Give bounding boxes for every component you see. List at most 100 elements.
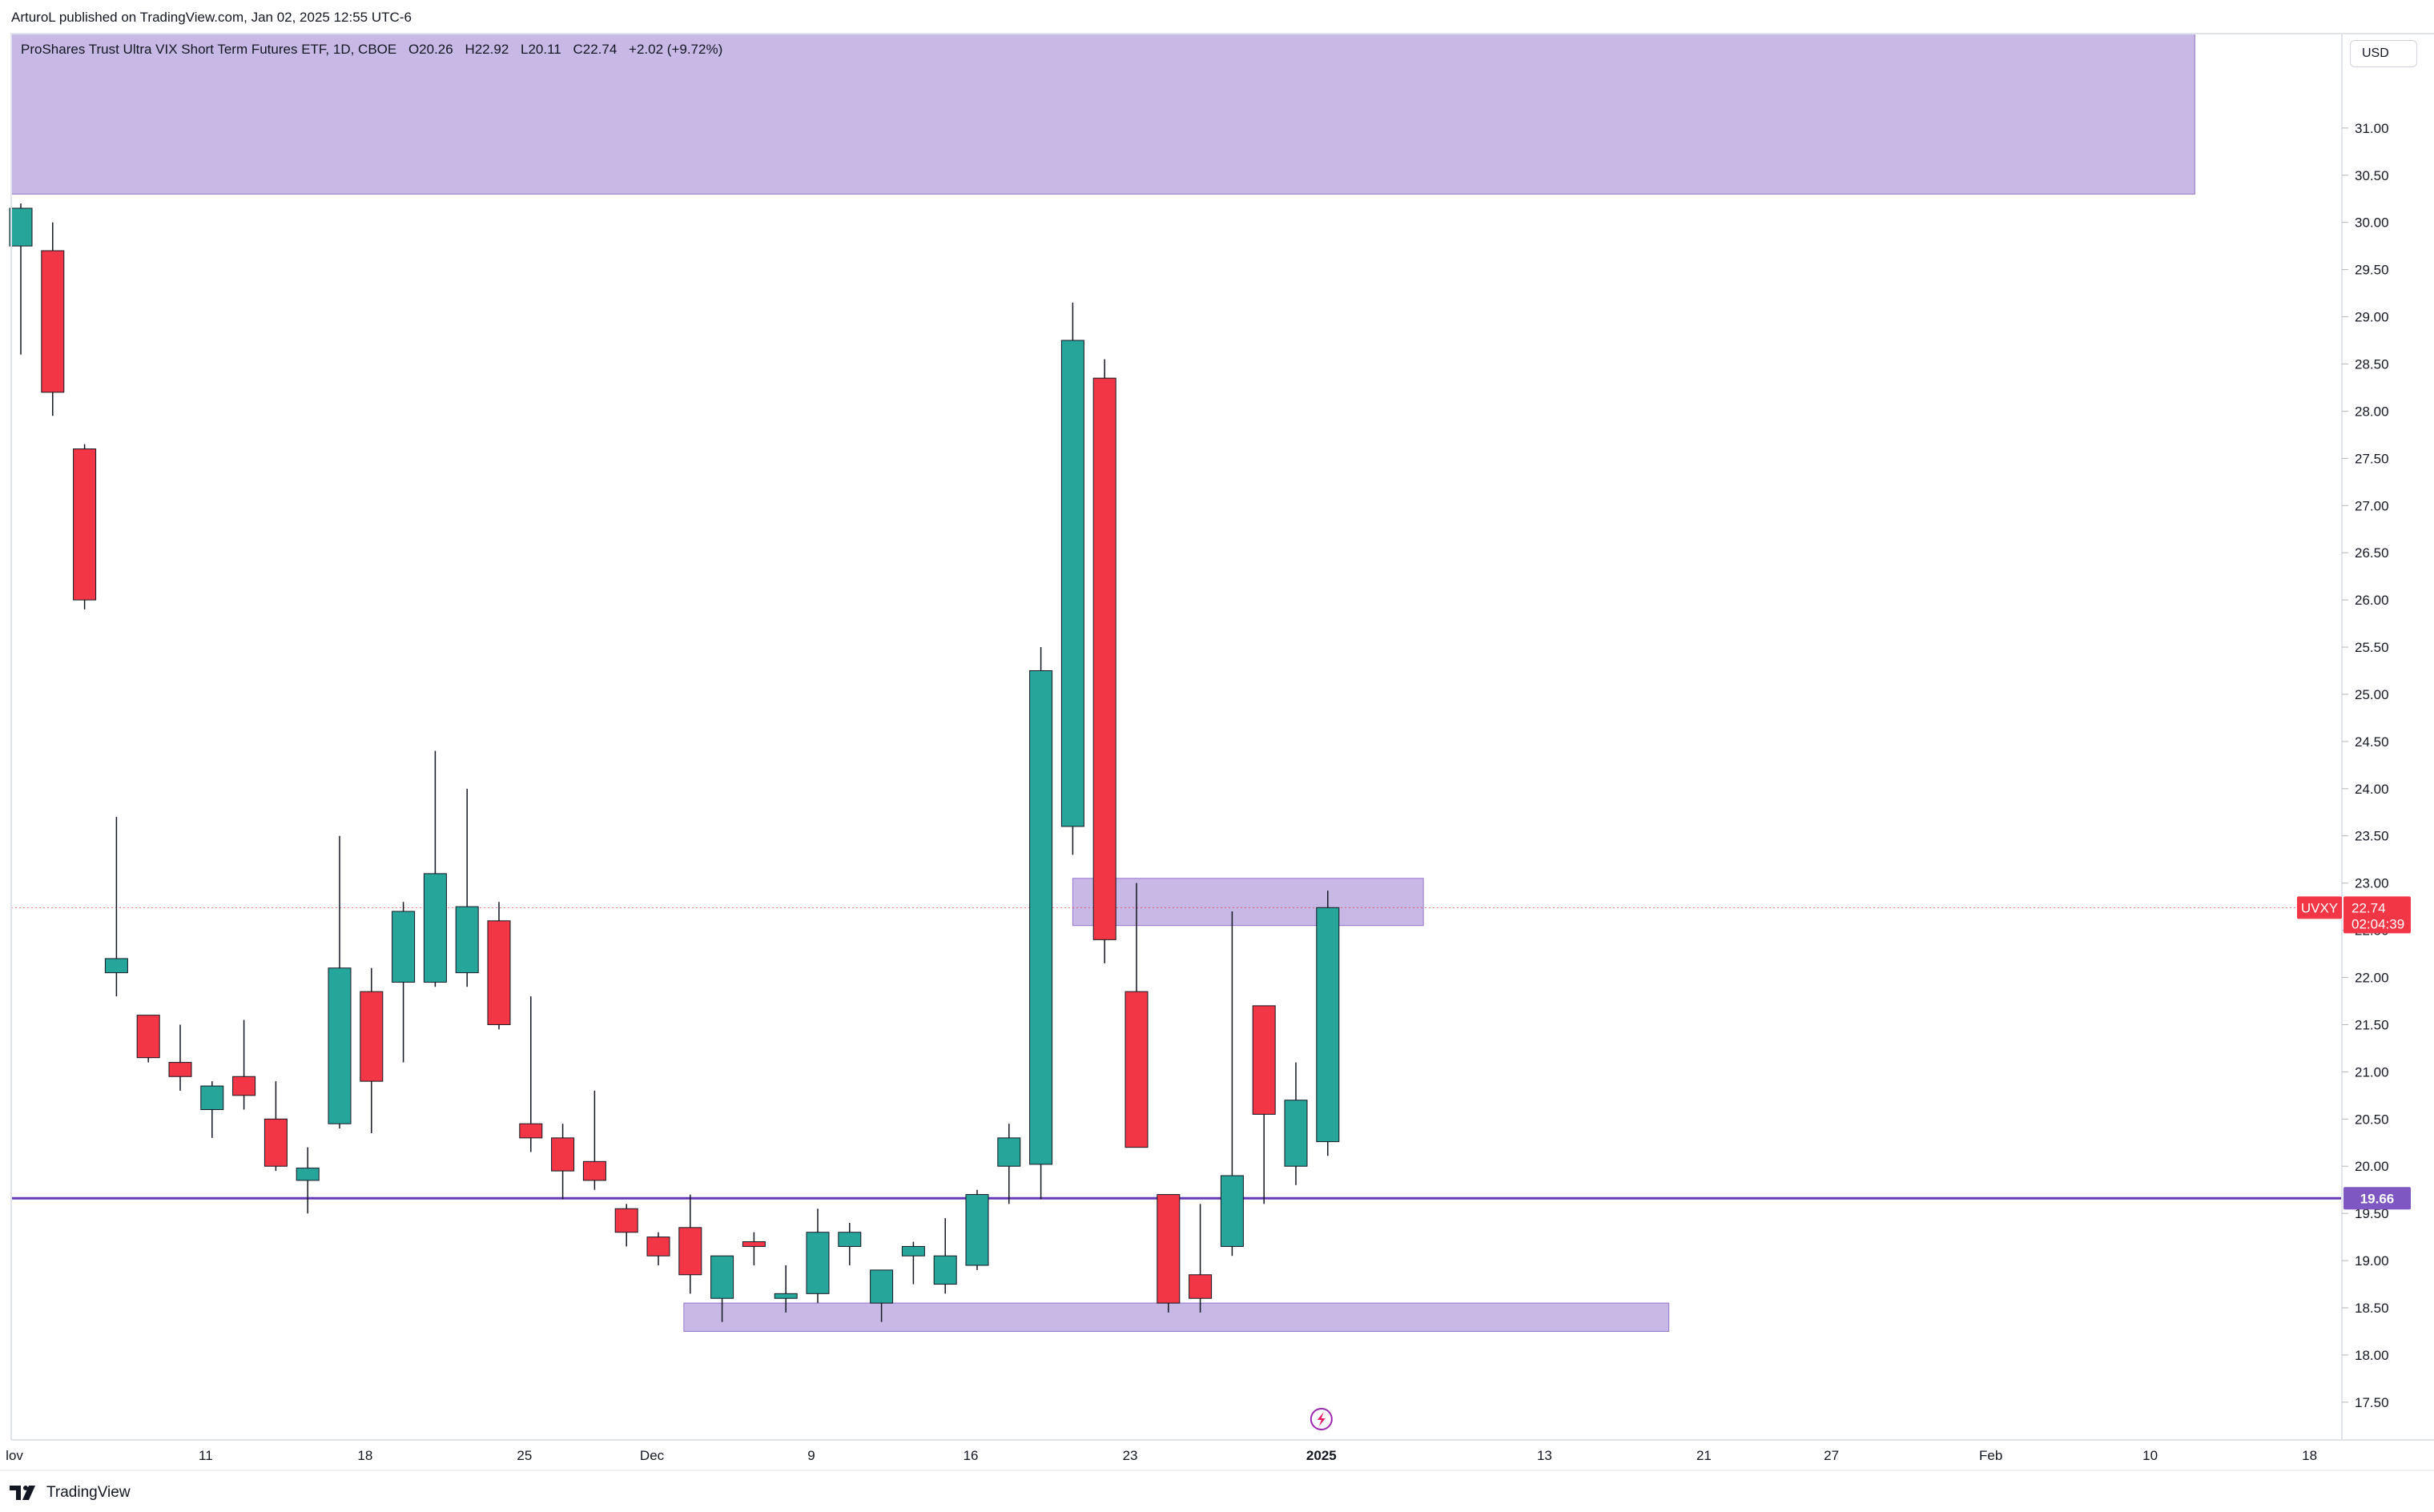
- candle-body: [614, 1208, 638, 1233]
- candle-24[interactable]: [774, 1265, 798, 1313]
- candle-19[interactable]: [614, 1204, 638, 1247]
- candle-40[interactable]: [1284, 1062, 1308, 1185]
- candle-5[interactable]: [168, 1024, 192, 1091]
- tradingview-logo-icon: [10, 1486, 35, 1500]
- candle-17[interactable]: [551, 1124, 575, 1200]
- x-tick-label: 11: [199, 1448, 213, 1463]
- candle-body: [997, 1137, 1021, 1167]
- candle-3[interactable]: [104, 817, 128, 997]
- zones-layer: [10, 33, 2195, 1332]
- candle-7[interactable]: [232, 1019, 256, 1110]
- candle-body: [104, 958, 128, 974]
- candle-body: [423, 873, 447, 983]
- x-tick-label: Dec: [640, 1448, 665, 1463]
- events-layer[interactable]: [1310, 1408, 1333, 1430]
- candle-body: [9, 207, 33, 247]
- candle-body: [41, 250, 65, 393]
- legend-close: C22.74: [573, 42, 618, 57]
- candle-body: [901, 1245, 925, 1257]
- footer-brand: TradingView: [10, 1482, 131, 1504]
- y-tick-label: 24.50: [2355, 734, 2389, 750]
- candle-2[interactable]: [73, 444, 97, 609]
- y-tick-label: 28.50: [2355, 356, 2389, 372]
- candle-body: [1092, 377, 1116, 940]
- candle-body: [1060, 340, 1084, 827]
- candle-body: [519, 1123, 543, 1139]
- candle-34[interactable]: [1092, 359, 1116, 963]
- candle-1[interactable]: [41, 222, 65, 416]
- candle-11[interactable]: [360, 967, 384, 1133]
- candle-body: [710, 1255, 734, 1299]
- candle-29[interactable]: [933, 1218, 957, 1294]
- y-tick-label: 26.50: [2355, 545, 2389, 561]
- candle-39[interactable]: [1252, 1005, 1276, 1204]
- current-price-label: 22.74: [2352, 900, 2386, 915]
- candle-36[interactable]: [1157, 1194, 1181, 1313]
- candle-4[interactable]: [136, 1015, 160, 1063]
- candle-body: [551, 1137, 575, 1172]
- candle-28[interactable]: [901, 1241, 925, 1285]
- candle-body: [487, 920, 511, 1025]
- candle-38[interactable]: [1220, 911, 1244, 1257]
- candles-layer[interactable]: [9, 203, 1340, 1322]
- candle-body: [582, 1160, 606, 1181]
- candle-body: [1252, 1005, 1276, 1115]
- y-tick-label: 23.50: [2355, 829, 2389, 844]
- candle-body: [392, 911, 416, 983]
- candle-12[interactable]: [392, 902, 416, 1063]
- zone-rectangle-0[interactable]: [10, 33, 2195, 195]
- candle-32[interactable]: [1029, 647, 1053, 1200]
- candle-37[interactable]: [1189, 1204, 1213, 1313]
- candle-body: [742, 1241, 766, 1247]
- y-tick-label: 19.00: [2355, 1253, 2389, 1269]
- candle-15[interactable]: [487, 902, 511, 1030]
- currency-button[interactable]: USD: [2350, 40, 2417, 67]
- candle-21[interactable]: [678, 1194, 702, 1294]
- candle-27[interactable]: [870, 1269, 894, 1322]
- candle-body: [1284, 1100, 1308, 1167]
- candle-body: [1124, 991, 1149, 1148]
- footer-brand-text: TradingView: [46, 1484, 131, 1501]
- y-tick-label: 24.00: [2355, 782, 2389, 797]
- candle-41[interactable]: [1316, 891, 1340, 1156]
- candle-body: [296, 1168, 320, 1181]
- candle-20[interactable]: [646, 1232, 670, 1265]
- symbol-description: ProShares Trust Ultra VIX Short Term Fut…: [21, 42, 397, 57]
- candle-13[interactable]: [423, 750, 447, 987]
- candle-body: [965, 1194, 989, 1266]
- candle-body: [1316, 907, 1340, 1143]
- candle-14[interactable]: [455, 788, 479, 987]
- x-tick-label: 10: [2142, 1448, 2158, 1463]
- candle-22[interactable]: [710, 1255, 734, 1322]
- candle-body: [870, 1269, 894, 1304]
- x-tick-label: 21: [1696, 1448, 1712, 1463]
- candle-33[interactable]: [1060, 302, 1084, 855]
- candle-18[interactable]: [582, 1090, 606, 1190]
- candle-23[interactable]: [742, 1232, 766, 1265]
- candle-6[interactable]: [200, 1081, 224, 1138]
- candle-10[interactable]: [328, 835, 352, 1129]
- zone-rectangle-1[interactable]: [1072, 878, 1424, 927]
- candle-0[interactable]: [9, 203, 33, 355]
- candle-31[interactable]: [997, 1124, 1021, 1204]
- candle-25[interactable]: [806, 1208, 830, 1304]
- candle-8[interactable]: [264, 1081, 288, 1172]
- y-tick-label: 20.50: [2355, 1112, 2389, 1127]
- support-label-bg: [2343, 1187, 2411, 1210]
- candle-26[interactable]: [838, 1222, 862, 1265]
- candle-30[interactable]: [965, 1189, 989, 1270]
- candle-9[interactable]: [296, 1147, 320, 1214]
- candle-body: [360, 991, 384, 1082]
- candle-body: [1220, 1175, 1244, 1247]
- event-lightning-icon[interactable]: [1310, 1408, 1333, 1430]
- candle-16[interactable]: [519, 996, 543, 1152]
- y-tick-label: 26.00: [2355, 593, 2389, 608]
- candle-35[interactable]: [1124, 883, 1149, 1148]
- legend-change: +2.02 (+9.72%): [629, 42, 723, 57]
- y-tick-label: 27.00: [2355, 498, 2389, 513]
- price-label-bg: [2343, 896, 2411, 934]
- y-tick-label: 29.50: [2355, 263, 2389, 278]
- zone-rectangle-2[interactable]: [683, 1302, 1670, 1332]
